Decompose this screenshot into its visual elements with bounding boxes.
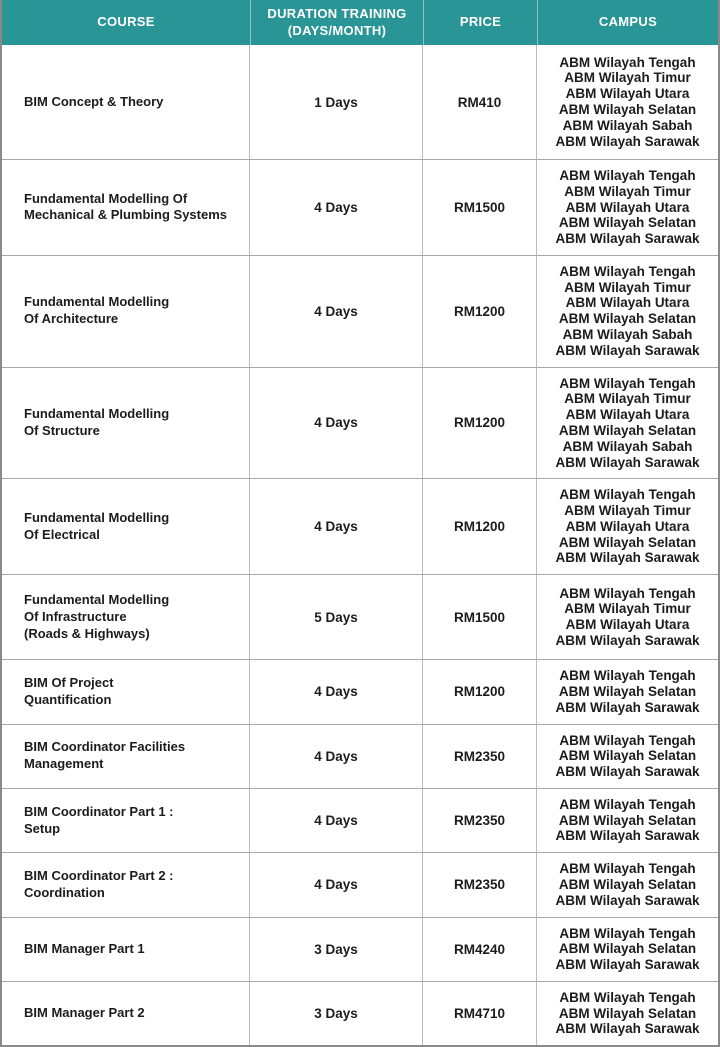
table-header-row: COURSE DURATION TRAINING (DAYS/MONTH) PR… <box>2 0 718 45</box>
campus-cell: ABM Wilayah Tengah ABM Wilayah Selatan A… <box>555 989 700 1037</box>
price-cell: RM4710 <box>423 981 537 1046</box>
table-row: BIM Coordinator Facilities Management 4 … <box>2 724 718 789</box>
header-course: COURSE <box>97 14 155 30</box>
campus-cell: ABM Wilayah Tengah ABM Wilayah Timur ABM… <box>537 575 718 661</box>
header-campus: CAMPUS <box>537 0 718 45</box>
table-row: BIM Coordinator Part 1 : Setup 4 Days RM… <box>2 788 718 854</box>
course-cell: BIM Concept & Theory <box>2 45 250 160</box>
duration-cell: 4 Days <box>250 255 423 368</box>
duration-cell: 3 Days <box>250 981 423 1046</box>
course-cell: Fundamental Modelling Of Structure <box>2 367 250 480</box>
header-price: PRICE <box>423 0 537 45</box>
price-cell: RM2350 <box>423 788 537 854</box>
table-row: Fundamental Modelling Of Structure 4 Day… <box>2 367 718 480</box>
campus-cell: ABM Wilayah Tengah ABM Wilayah Selatan A… <box>537 660 718 725</box>
campus-cell: ABM Wilayah Tengah ABM Wilayah Selatan A… <box>537 789 718 854</box>
campus-cell: ABM Wilayah Tengah ABM Wilayah Timur ABM… <box>537 256 718 368</box>
table-row: Fundamental Modelling Of Mechanical & Pl… <box>2 160 718 256</box>
price-cell: RM1500 <box>423 575 537 661</box>
campus-cell: ABM Wilayah Tengah ABM Wilayah Timur ABM… <box>537 368 718 480</box>
table-row: BIM Concept & Theory 1 Days RM410 ABM Wi… <box>2 45 718 160</box>
price-cell: RM410 <box>423 45 537 160</box>
duration-cell: 4 Days <box>250 479 423 576</box>
course-cell: Fundamental Modelling Of Infrastructure … <box>2 575 250 661</box>
duration-cell: 4 Days <box>250 160 423 256</box>
table-body: BIM Concept & Theory 1 Days RM410 ABM Wi… <box>2 45 718 1046</box>
course-cell: BIM Coordinator Part 1 : Setup <box>2 788 250 854</box>
course-cell: Fundamental Modelling Of Architecture <box>2 255 250 368</box>
campus-cell: ABM Wilayah Tengah ABM Wilayah Selatan A… <box>537 725 718 789</box>
duration-cell: 3 Days <box>250 917 423 982</box>
duration-cell: 4 Days <box>250 367 423 480</box>
campus-cell: ABM Wilayah Tengah ABM Wilayah Selatan A… <box>537 918 718 982</box>
price-cell: RM4240 <box>423 917 537 982</box>
table-row: Fundamental Modelling Of Architecture 4 … <box>2 255 718 368</box>
campus-cell: ABM Wilayah Tengah ABM Wilayah Timur ABM… <box>537 479 718 576</box>
duration-cell: 4 Days <box>250 788 423 854</box>
campus-cell: ABM Wilayah Tengah ABM Wilayah Timur ABM… <box>537 160 718 256</box>
duration-cell: 4 Days <box>250 853 423 918</box>
price-cell: RM2350 <box>423 853 537 918</box>
table-row: Fundamental Modelling Of Electrical 4 Da… <box>2 479 718 576</box>
duration-cell: 5 Days <box>250 575 423 661</box>
table-row: BIM Manager Part 1 3 Days RM4240 ABM Wil… <box>2 917 718 982</box>
price-cell: RM1500 <box>423 160 537 256</box>
table-row: Fundamental Modelling Of Infrastructure … <box>2 575 718 661</box>
price-cell: RM1200 <box>423 479 537 576</box>
header-duration: DURATION TRAINING (DAYS/MONTH) <box>250 0 423 45</box>
course-cell: BIM Coordinator Part 2 : Coordination <box>2 853 250 918</box>
course-cell: BIM Coordinator Facilities Management <box>2 724 250 789</box>
campus-cell: ABM Wilayah Tengah ABM Wilayah Timur ABM… <box>537 45 718 160</box>
duration-cell: 4 Days <box>250 660 423 725</box>
course-cell: BIM Of Project Quantification <box>2 660 250 725</box>
table-row: BIM Manager Part 2 3 Days RM4710 ABM Wil… <box>2 981 718 1046</box>
table-row: BIM Coordinator Part 2 : Coordination 4 … <box>2 853 718 918</box>
duration-cell: 4 Days <box>250 724 423 789</box>
course-cell: BIM Manager Part 2 <box>2 981 250 1046</box>
course-cell: BIM Manager Part 1 <box>2 917 250 982</box>
price-cell: RM2350 <box>423 724 537 789</box>
course-cell: Fundamental Modelling Of Electrical <box>2 479 250 576</box>
campus-cell: ABM Wilayah Tengah ABM Wilayah Selatan A… <box>537 853 718 918</box>
price-cell: RM1200 <box>423 660 537 725</box>
price-cell: RM1200 <box>423 367 537 480</box>
table-row: BIM Of Project Quantification 4 Days RM1… <box>2 660 718 725</box>
course-cell: Fundamental Modelling Of Mechanical & Pl… <box>2 160 250 256</box>
price-cell: RM1200 <box>423 255 537 368</box>
duration-cell: 1 Days <box>250 45 423 160</box>
